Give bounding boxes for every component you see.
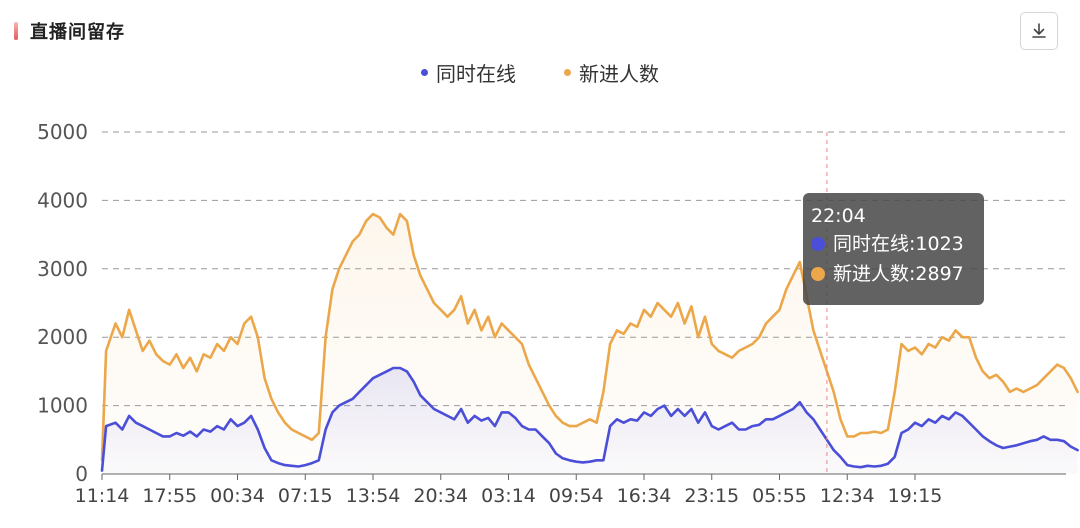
legend-item-new-visitors[interactable]: 新进人数 [564, 58, 659, 87]
y-tick-label: 4000 [37, 188, 88, 212]
legend-label-new-visitors: 新进人数 [579, 62, 659, 86]
page-title: 直播间留存 [30, 22, 125, 43]
download-button[interactable] [1020, 12, 1058, 50]
x-tick-label: 05:55 [752, 485, 807, 507]
y-tick-label: 2000 [37, 325, 88, 349]
x-tick-label: 16:34 [617, 485, 672, 507]
y-tick-label: 0 [75, 462, 88, 486]
tooltip-dot-new-visitors [811, 267, 825, 281]
title-bar: 直播间留存 [14, 18, 125, 44]
x-tick-label: 12:34 [820, 485, 875, 507]
x-tick-label: 03:14 [481, 485, 536, 507]
tooltip-dot-online [811, 237, 825, 251]
tooltip-label-new-visitors: 新进人数:2897 [833, 263, 964, 285]
chart-tooltip: 22:04 同时在线:1023 新进人数:2897 [803, 193, 984, 305]
x-tick-label: 23:15 [684, 485, 739, 507]
legend-item-online[interactable]: 同时在线 [421, 58, 516, 87]
x-tick-label: 11:14 [75, 485, 130, 507]
series-area-online [102, 368, 1078, 474]
tooltip-row-online: 同时在线:1023 [811, 229, 976, 259]
x-tick-label: 00:34 [210, 485, 265, 507]
download-icon [1032, 23, 1046, 38]
legend-dot-new-visitors [564, 69, 571, 76]
tooltip-row-new-visitors: 新进人数:2897 [811, 259, 976, 289]
series-line-online[interactable] [100, 366, 1079, 472]
x-tick-label: 07:15 [278, 485, 333, 507]
y-tick-label: 1000 [37, 394, 88, 418]
y-tick-label: 5000 [37, 120, 88, 144]
x-tick-label: 09:54 [549, 485, 604, 507]
y-tick-label: 3000 [37, 257, 88, 281]
legend-label-online: 同时在线 [436, 62, 516, 86]
x-tick-label: 17:55 [142, 485, 197, 507]
chart-legend: 同时在线 新进人数 [0, 58, 1080, 87]
x-tick-label: 20:34 [413, 485, 468, 507]
series-line-new-visitors[interactable] [100, 212, 1079, 462]
title-accent-bar [14, 22, 18, 40]
tooltip-label-online: 同时在线:1023 [833, 233, 964, 255]
x-tick-label: 19:15 [888, 485, 943, 507]
x-tick-label: 13:54 [346, 485, 401, 507]
legend-dot-online [421, 69, 428, 76]
tooltip-time: 22:04 [811, 205, 866, 227]
